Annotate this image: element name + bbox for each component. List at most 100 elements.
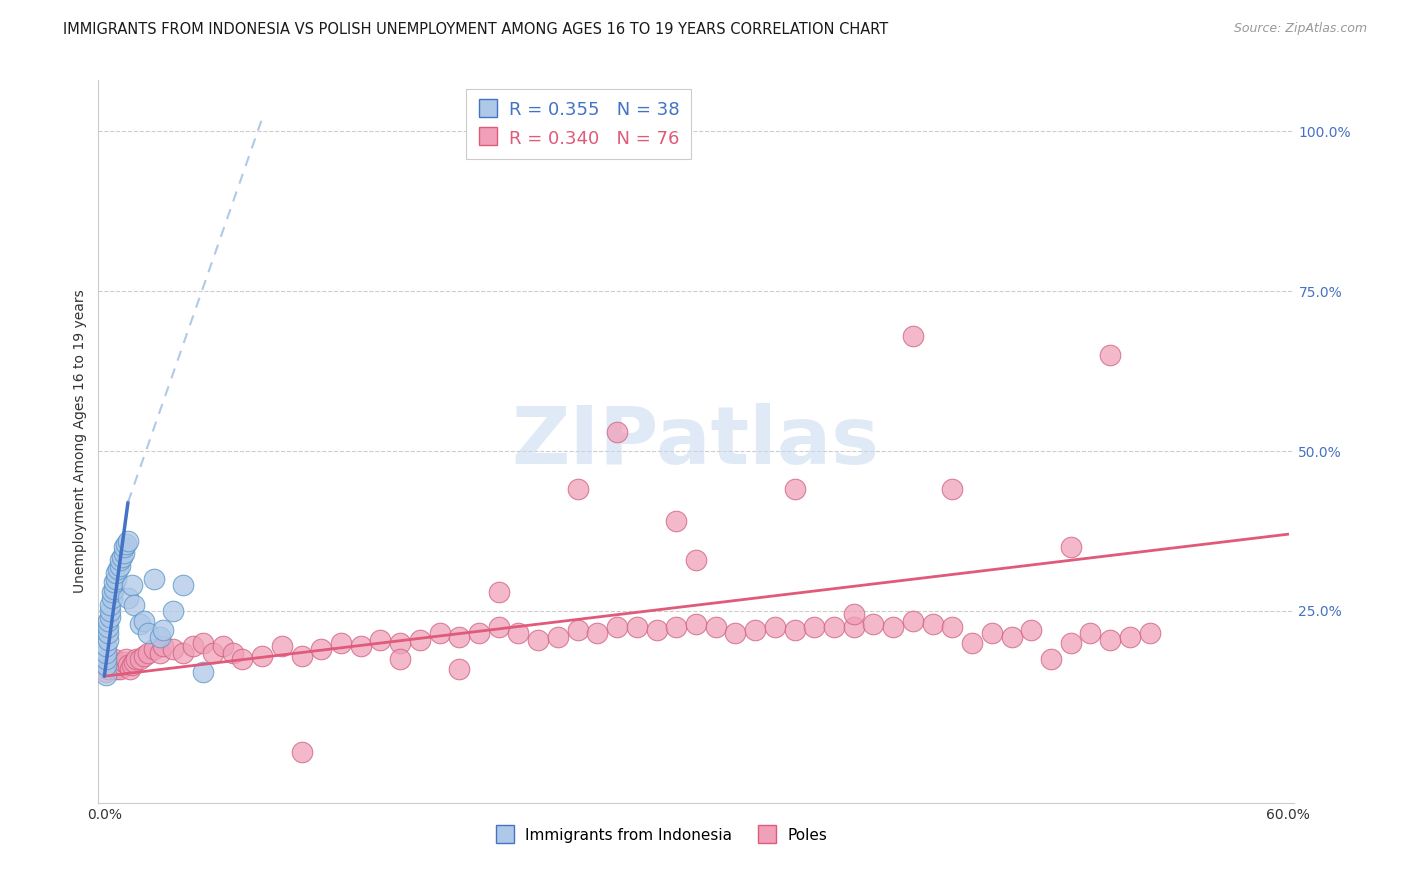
Point (108, 661, 131, 675)
Point (142, 642, 165, 657)
Point (117, 533, 139, 548)
Point (665, 515, 688, 529)
Point (128, 652, 150, 666)
Point (136, 646, 159, 660)
Point (115, 537, 138, 551)
Point (1019, 623, 1042, 637)
Point (586, 626, 609, 640)
Point (98, 598, 121, 612)
Point (105, 566, 128, 580)
Point (122, 598, 145, 612)
Point (172, 646, 194, 660)
Y-axis label: Unemployment Among Ages 16 to 19 years: Unemployment Among Ages 16 to 19 years (73, 290, 87, 593)
Point (96, 639, 118, 653)
Point (823, 620, 845, 634)
Point (389, 652, 412, 666)
Point (121, 578, 143, 592)
Point (107, 658, 129, 673)
Point (112, 546, 135, 560)
Point (665, 620, 688, 634)
Point (105, 572, 128, 586)
Point (429, 626, 451, 640)
Point (191, 665, 214, 679)
Point (105, 661, 128, 675)
Point (97, 614, 120, 628)
Point (1119, 630, 1142, 644)
Point (96, 646, 118, 660)
Point (350, 639, 373, 653)
Point (567, 623, 589, 637)
Point (960, 636, 983, 650)
Point (1000, 630, 1022, 644)
Point (191, 636, 214, 650)
Point (108, 559, 131, 574)
Point (97, 661, 120, 675)
Point (181, 639, 204, 653)
Point (370, 632, 392, 647)
Point (101, 584, 124, 599)
Point (468, 626, 491, 640)
Text: ZIPatlas: ZIPatlas (512, 402, 880, 481)
Point (132, 614, 155, 628)
Point (96, 665, 118, 679)
Point (1099, 348, 1122, 362)
Point (901, 329, 924, 343)
Point (103, 582, 125, 596)
Point (488, 620, 510, 634)
Point (96, 668, 118, 682)
Point (626, 620, 648, 634)
Point (449, 630, 471, 644)
Point (162, 642, 184, 657)
Point (148, 630, 170, 644)
Point (101, 655, 124, 669)
Point (142, 572, 165, 586)
Point (118, 661, 141, 675)
Point (488, 584, 510, 599)
Point (1099, 632, 1122, 647)
Point (1060, 636, 1083, 650)
Point (112, 540, 135, 554)
Point (231, 652, 253, 666)
Point (685, 553, 707, 567)
Point (101, 591, 124, 606)
Point (250, 648, 273, 663)
Point (882, 620, 904, 634)
Point (803, 620, 825, 634)
Point (136, 626, 159, 640)
Point (115, 652, 138, 666)
Point (941, 620, 963, 634)
Point (112, 655, 135, 669)
Point (117, 658, 139, 673)
Point (783, 483, 806, 497)
Point (1080, 626, 1102, 640)
Point (527, 632, 550, 647)
Point (309, 642, 332, 657)
Point (132, 648, 155, 663)
Point (111, 549, 134, 564)
Point (862, 616, 884, 631)
Point (121, 658, 143, 673)
Point (449, 661, 471, 675)
Point (901, 614, 924, 628)
Point (221, 646, 243, 660)
Point (117, 591, 139, 606)
Point (921, 616, 943, 631)
Point (103, 652, 125, 666)
Point (108, 553, 131, 567)
Point (98, 604, 121, 618)
Point (1139, 626, 1161, 640)
Point (162, 604, 184, 618)
Point (941, 483, 963, 497)
Point (107, 562, 129, 576)
Text: IMMIGRANTS FROM INDONESIA VS POLISH UNEMPLOYMENT AMONG AGES 16 TO 19 YEARS CORRE: IMMIGRANTS FROM INDONESIA VS POLISH UNEM… (63, 22, 889, 37)
Point (744, 623, 766, 637)
Point (724, 626, 747, 640)
Point (567, 483, 589, 497)
Point (152, 639, 174, 653)
Point (125, 652, 148, 666)
Point (128, 616, 150, 631)
Point (103, 575, 125, 590)
Point (98, 658, 121, 673)
Point (122, 655, 145, 669)
Point (152, 623, 174, 637)
